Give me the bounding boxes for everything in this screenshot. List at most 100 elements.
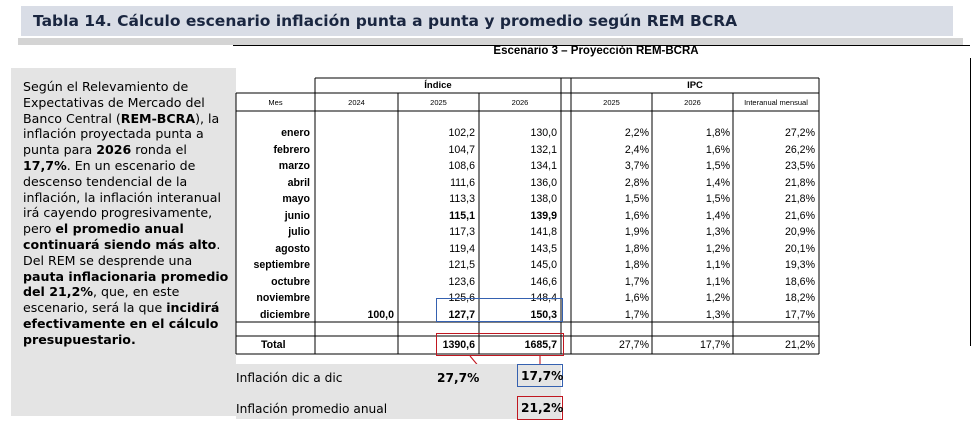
explanation-bold: REM-BCRA <box>120 110 196 126</box>
header-2024: 2024 <box>348 98 365 107</box>
total-indice-2025: 1390,6 <box>442 339 475 351</box>
summary-dic-2026: 17,7% <box>521 369 564 383</box>
row-mes: julio <box>288 226 310 238</box>
row-indice-2025: 111,6 <box>450 176 475 189</box>
row-ipc-2026: 1,8% <box>705 127 730 139</box>
row-mes: septiembre <box>253 259 310 271</box>
row-ipc-2025: 2,2% <box>624 127 649 139</box>
row-mes: abril <box>287 176 310 189</box>
row-interanual: 18,6% <box>784 275 815 288</box>
row-mes: agosto <box>275 242 310 255</box>
summary-dic-label: Inflación dic a dic <box>236 371 343 385</box>
header-ipc-2026: 2026 <box>684 98 701 107</box>
explanation-panel: Según el Relevamiento de Expectativas de… <box>11 68 236 416</box>
row-indice-2026: 139,9 <box>530 209 557 222</box>
row-interanual: 20,1% <box>784 242 815 255</box>
row-ipc-2026: 1,5% <box>705 193 730 205</box>
row-indice-2024: 100,0 <box>367 308 394 321</box>
row-ipc-2026: 1,2% <box>705 292 730 304</box>
explanation-text: . En un escenario de descenso tendencial… <box>23 157 221 237</box>
total-indice-2026: 1685,7 <box>524 339 557 351</box>
row-ipc-2026: 1,1% <box>705 259 730 271</box>
row-indice-2025: 104,7 <box>448 143 475 156</box>
row-ipc-2025: 2,8% <box>624 176 649 189</box>
header-2026: 2026 <box>511 98 529 107</box>
row-interanual: 20,9% <box>784 226 815 238</box>
row-indice-2026: 145,0 <box>530 259 557 271</box>
row-ipc-2025: 3,7% <box>624 160 649 172</box>
row-indice-2025: 121,5 <box>448 259 475 271</box>
divider <box>970 58 971 346</box>
explanation-bold: 17,7% <box>23 157 67 173</box>
total-ipc-2026: 17,7% <box>699 339 730 351</box>
row-mes: febrero <box>273 143 311 156</box>
row-mes: octubre <box>271 275 310 288</box>
row-indice-2026: 146,6 <box>530 275 557 288</box>
explanation-bold: incidirá efectivamente en el cálculo pre… <box>23 300 220 347</box>
row-ipc-2026: 1,3% <box>705 308 730 321</box>
divider <box>18 38 963 45</box>
header-indice: Índice <box>424 80 452 91</box>
row-ipc-2025: 1,6% <box>624 209 649 222</box>
row-indice-2025: 115,1 <box>449 209 475 222</box>
row-indice-2025: 127,7 <box>448 308 475 321</box>
row-indice-2025: 123,6 <box>448 275 475 288</box>
row-indice-2025: 102,2 <box>448 127 475 139</box>
row-ipc-2025: 1,8% <box>624 259 649 271</box>
row-indice-2026: 143,5 <box>530 242 557 255</box>
explanation-text: Según el Relevamiento de Expectativas de… <box>23 79 205 126</box>
total-label: Total <box>261 339 286 351</box>
row-ipc-2025: 1,8% <box>624 242 649 255</box>
row-mes: mayo <box>282 193 310 205</box>
row-interanual: 18,2% <box>784 292 815 304</box>
explanation-text: ronda el <box>131 142 187 158</box>
row-interanual: 21,6% <box>784 209 815 222</box>
row-indice-2026: 138,0 <box>530 193 557 205</box>
row-indice-2026: 132,1 <box>530 143 557 156</box>
row-indice-2026: 134,1 <box>530 160 557 172</box>
summary-background <box>236 364 561 419</box>
row-ipc-2026: 1,1% <box>705 275 730 288</box>
row-ipc-2026: 1,6% <box>705 143 730 156</box>
row-interanual: 21,8% <box>784 193 815 205</box>
header-interanual: Interanual mensual <box>744 98 808 107</box>
total-interanual: 21,2% <box>784 339 815 351</box>
row-ipc-2025: 1,9% <box>624 226 649 238</box>
summary-dic-2025: 27,7% <box>437 371 480 385</box>
row-ipc-2026: 1,3% <box>705 226 730 238</box>
row-ipc-2025: 1,7% <box>624 275 649 288</box>
scenario-title: Escenario 3 – Proyección REM-BCRA <box>493 45 699 57</box>
explanation-bold: pauta inflacionaria promedio del 21,2% <box>23 268 229 300</box>
row-indice-2025: 125,6 <box>448 292 475 304</box>
summary-prom-2026: 21,2% <box>521 401 564 415</box>
divider <box>233 45 970 46</box>
header-2025: 2025 <box>430 98 447 107</box>
row-ipc-2025: 1,5% <box>624 193 649 205</box>
row-interanual: 21,8% <box>784 176 815 189</box>
row-mes: diciembre <box>259 308 310 321</box>
row-interanual: 23,5% <box>784 160 815 172</box>
row-ipc-2025: 1,7% <box>624 308 649 321</box>
row-ipc-2025: 2,4% <box>624 143 649 156</box>
row-indice-2026: 148,4 <box>530 292 557 304</box>
explanation-text: ), la inflación proyectada punta a punta… <box>23 110 220 158</box>
row-interanual: 19,3% <box>784 259 815 271</box>
header-mes: Mes <box>268 98 283 107</box>
row-interanual: 17,7% <box>784 308 815 321</box>
row-indice-2026: 150,3 <box>530 308 557 321</box>
row-ipc-2026: 1,4% <box>705 176 730 189</box>
row-indice-2026: 136,0 <box>530 176 557 189</box>
explanation-bold: 2026 <box>96 142 132 158</box>
row-mes: noviembre <box>256 292 310 304</box>
row-indice-2025: 108,6 <box>448 160 475 172</box>
header-ipc: IPC <box>687 80 703 91</box>
row-mes: enero <box>281 127 310 139</box>
row-interanual: 26,2% <box>784 143 815 156</box>
row-indice-2025: 119,4 <box>449 242 475 255</box>
row-mes: marzo <box>278 160 310 172</box>
header-ipc-2025: 2025 <box>603 98 620 107</box>
row-ipc-2026: 1,2% <box>705 242 730 255</box>
row-indice-2026: 130,0 <box>530 127 557 139</box>
row-mes: junio <box>284 209 310 222</box>
